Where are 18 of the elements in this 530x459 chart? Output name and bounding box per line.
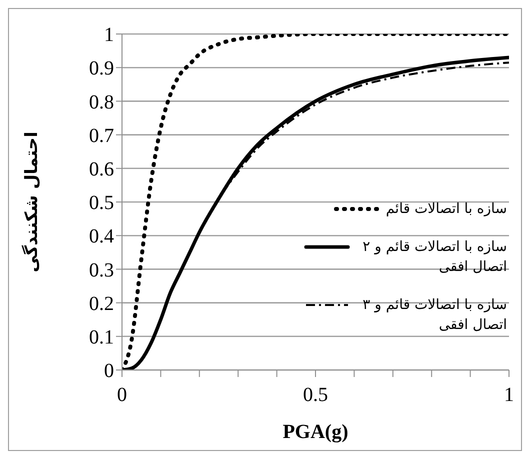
x-tick-label: 1 [504, 384, 514, 406]
legend-label: سازه با اتصالات قائم [386, 200, 507, 219]
y-tick-label: 0.7 [89, 124, 114, 147]
y-tick-label: 0.3 [89, 259, 114, 282]
legend-label: سازه با اتصالات قائم و ۲ اتصال افقی [362, 238, 507, 277]
y-tick-label: 0.2 [89, 292, 114, 315]
y-tick-label: 1 [104, 24, 114, 46]
legend-label: سازه با اتصالات قائم و ۳ اتصال افقی [362, 296, 507, 335]
y-tick-label: 0.4 [89, 226, 114, 248]
y-axis-title: احتمال شکنندگی [21, 132, 42, 272]
y-tick-label: 0.9 [89, 58, 114, 80]
y-tick-label: 0.8 [89, 91, 114, 114]
y-tick-label: 0 [104, 360, 114, 382]
x-axis-title: PGA(g) [282, 421, 348, 443]
y-tick-label: 0.6 [89, 158, 114, 180]
y-tick-label: 0.1 [89, 326, 114, 348]
x-tick-label: 0.5 [303, 384, 328, 406]
y-tick-label: 0.5 [89, 192, 114, 214]
